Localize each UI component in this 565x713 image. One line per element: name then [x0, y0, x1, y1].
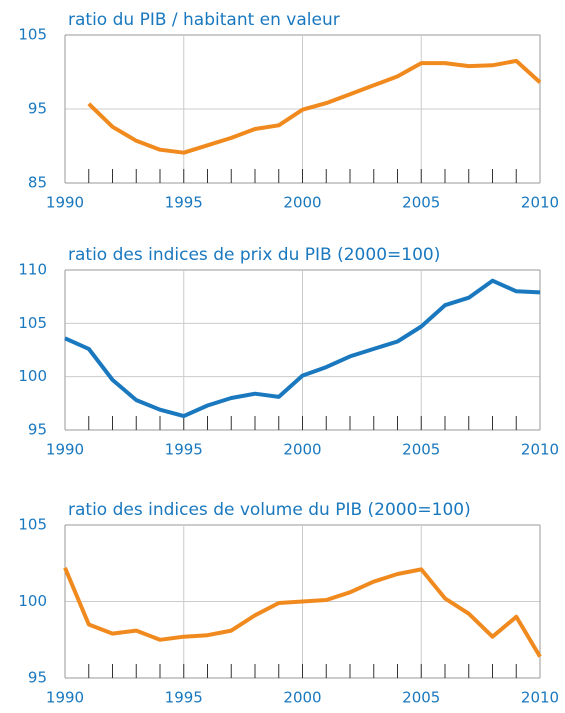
x-tick-label: 2010: [521, 689, 559, 707]
y-tick-label: 100: [18, 592, 47, 610]
x-tick-label: 1990: [46, 689, 84, 707]
chart-title: ratio des indices de volume du PIB (2000…: [68, 500, 471, 520]
data-line: [87, 58, 542, 155]
y-tick-label: 100: [18, 367, 47, 385]
x-tick-label: 2010: [521, 194, 559, 212]
x-tick-label: 2000: [283, 689, 321, 707]
y-tick-label: 95: [28, 669, 47, 687]
data-line: [63, 567, 542, 658]
chart-title: ratio des indices de prix du PIB (2000=1…: [68, 245, 440, 265]
x-tick-label: 1995: [165, 441, 203, 459]
y-tick-label: 105: [18, 26, 47, 44]
chart-title: ratio du PIB / habitant en valeur: [68, 10, 340, 30]
x-tick-label: 1995: [165, 689, 203, 707]
y-tick-label: 85: [28, 174, 47, 192]
x-tick-label: 2005: [402, 194, 440, 212]
y-tick-label: 95: [28, 100, 47, 118]
x-tick-label: 1990: [46, 194, 84, 212]
x-tick-label: 2010: [521, 441, 559, 459]
y-tick-label: 95: [28, 421, 47, 439]
y-tick-label: 105: [18, 314, 47, 332]
y-tick-label: 105: [18, 516, 47, 534]
x-tick-label: 1995: [165, 194, 203, 212]
x-tick-label: 2000: [283, 441, 321, 459]
x-tick-label: 2005: [402, 441, 440, 459]
data-line: [64, 278, 541, 419]
x-tick-label: 1990: [46, 441, 84, 459]
x-tick-label: 2005: [402, 689, 440, 707]
y-tick-label: 110: [18, 261, 47, 279]
x-tick-label: 2000: [283, 194, 321, 212]
